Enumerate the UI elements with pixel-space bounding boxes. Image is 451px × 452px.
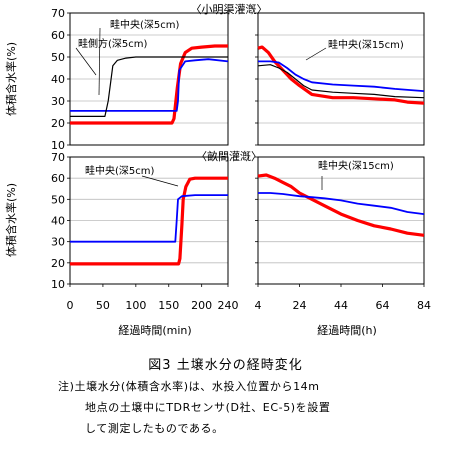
series-label-leader: [141, 175, 179, 187]
series-line-3: [70, 56, 228, 118]
series-line-2: [258, 60, 425, 92]
series-line-1: [70, 44, 228, 125]
x-tick-label: 100: [125, 299, 146, 312]
plot-frame: [69, 12, 229, 146]
chart-panel-4: 4 24 44 64 84 畦中央(深15cm) 経過時間(h): [255, 156, 431, 337]
x-tick-label: 24: [293, 299, 307, 312]
bracket-label-top: 〈小明渠灌漑〉: [191, 3, 268, 16]
series-line-1: [257, 45, 425, 105]
series-line-2: [70, 194, 228, 243]
x-tick-label: 150: [158, 299, 179, 312]
series-label: 畦中央(深5cm): [85, 164, 155, 177]
series-line-1: [70, 176, 228, 266]
y-tick-label: 70: [51, 151, 65, 164]
x-axis-title: 経過時間(h): [317, 324, 377, 337]
chart-panel-1: 10 20 30 40 50 60 70 畦中央(深5cm) 畦側方(深5cm) 体積含水率(%): [4, 7, 229, 152]
y-tick-label: 40: [51, 215, 65, 228]
figure-note-line-2: 地点の土壌中にTDRセンサ(D社、EC-5)を設置: [85, 401, 331, 414]
y-tick-label: 50: [51, 193, 65, 206]
y-tick-label: 50: [51, 51, 65, 64]
y-tick-label: 60: [51, 172, 65, 185]
bracket-label-bottom: 〈畝間灌漑〉: [196, 150, 262, 163]
y-tick-label: 60: [51, 29, 65, 42]
series-label: 畦中央(深15cm): [328, 38, 404, 51]
y-tick-label: 30: [51, 95, 65, 108]
y-tick-label: 10: [51, 278, 65, 291]
series-line-2: [70, 58, 229, 112]
series-line-1: [257, 173, 425, 237]
x-tick-label: 4: [255, 299, 262, 312]
y-tick-label: 40: [51, 73, 65, 86]
x-axis-title: 経過時間(min): [118, 324, 191, 337]
series-label: 畦中央(深5cm): [110, 18, 180, 31]
x-tick-label: 200: [191, 299, 212, 312]
x-tick-label: 0: [67, 299, 74, 312]
plot-frame: [257, 12, 425, 146]
series-label-leader: [75, 47, 97, 76]
x-tick-label: 50: [96, 299, 110, 312]
y-tick-label: 20: [51, 257, 65, 270]
y-tick-label: 30: [51, 236, 65, 249]
figure-note-line-1: 注)土壌水分(体積含水率)は、水投入位置から14m: [58, 380, 320, 393]
plot-frame: [69, 156, 229, 285]
y-axis-title: 体積含水率(%): [4, 183, 18, 257]
series-line-3: [257, 64, 425, 99]
series-label: 畦中央(深15cm): [318, 159, 394, 172]
x-tick-label: 44: [334, 299, 348, 312]
x-tick-label: 240: [218, 299, 239, 312]
y-axis-title: 体積含水率(%): [4, 42, 18, 116]
series-label-leader: [98, 27, 101, 96]
chart-panels: 10203040506070畦中央(深5cm)畦側方(深5cm)体積含水率(%)…: [4, 7, 431, 337]
figure-note-line-3: して測定したものである。: [85, 422, 224, 435]
series-line-2: [258, 192, 425, 215]
chart-panel-3: 10 20 30 40 50 60 70 0 50 100 150 200 240 畦中央(深5cm) 体積…: [4, 151, 239, 337]
x-tick-label: 64: [376, 299, 390, 312]
y-tick-label: 20: [51, 117, 65, 130]
series-label: 畦側方(深5cm): [78, 37, 148, 50]
chart-panel-2: 畦中央(深15cm): [255, 12, 425, 146]
y-tick-label: 10: [51, 139, 65, 152]
x-tick-label: 84: [417, 299, 431, 312]
series-label-leader: [305, 47, 327, 61]
y-tick-label: 70: [51, 7, 65, 20]
figure-caption-title: 図3 土壌水分の経時変化: [148, 358, 303, 373]
